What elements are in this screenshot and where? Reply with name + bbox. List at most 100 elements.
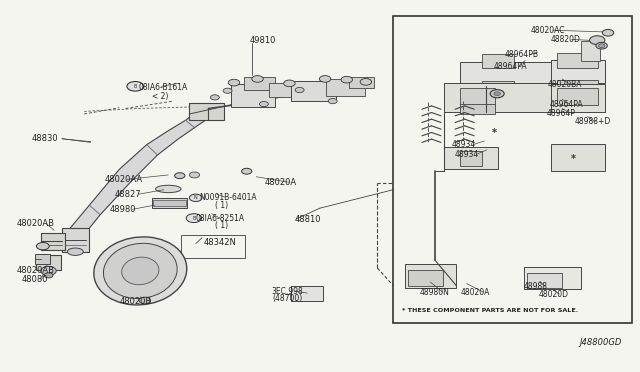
Text: 08IA6-B161A: 08IA6-B161A: [138, 83, 188, 92]
Circle shape: [295, 87, 304, 93]
Bar: [527, 273, 562, 288]
Text: 48080: 48080: [22, 275, 48, 284]
Bar: [460, 62, 559, 86]
Text: N: N: [194, 195, 198, 200]
Circle shape: [44, 273, 53, 278]
Circle shape: [328, 99, 337, 104]
Circle shape: [259, 102, 268, 107]
Bar: [231, 84, 275, 107]
Bar: [405, 263, 456, 288]
Text: 48020AC: 48020AC: [531, 26, 565, 35]
Text: B: B: [134, 84, 137, 89]
Bar: [460, 104, 495, 114]
Text: 48342N: 48342N: [204, 238, 237, 247]
Bar: [152, 198, 187, 208]
Text: < 2): < 2): [152, 92, 168, 101]
Text: ( 1): ( 1): [215, 221, 228, 230]
Bar: [557, 80, 598, 92]
Circle shape: [252, 76, 263, 82]
Text: J48800GD: J48800GD: [579, 339, 621, 347]
Polygon shape: [69, 106, 214, 238]
Circle shape: [589, 36, 605, 45]
Text: B: B: [192, 216, 195, 221]
Bar: [41, 233, 65, 250]
Circle shape: [139, 297, 150, 304]
Bar: [189, 103, 225, 119]
Text: (48700): (48700): [272, 294, 303, 303]
Bar: [408, 270, 443, 286]
Bar: [326, 79, 365, 96]
Bar: [557, 53, 598, 68]
Text: 48964PA: 48964PA: [494, 61, 527, 71]
Circle shape: [189, 194, 202, 202]
Circle shape: [596, 42, 607, 49]
Text: 48980N: 48980N: [420, 288, 450, 297]
Bar: [581, 41, 600, 61]
Circle shape: [211, 95, 220, 100]
Bar: [291, 81, 336, 101]
Text: ( 1): ( 1): [215, 201, 228, 210]
Text: 48980: 48980: [109, 205, 136, 214]
Text: 48020AB: 48020AB: [17, 266, 54, 275]
Text: *: *: [492, 128, 497, 138]
Circle shape: [175, 173, 185, 179]
Circle shape: [602, 29, 614, 36]
Bar: [524, 267, 581, 289]
Circle shape: [598, 44, 605, 48]
Text: * THESE COMPONENT PARTS ARE NOT FOR SALE.: * THESE COMPONENT PARTS ARE NOT FOR SALE…: [401, 308, 578, 313]
Text: 08IA6-8251A: 08IA6-8251A: [196, 214, 245, 222]
Text: 48810: 48810: [294, 215, 321, 224]
Ellipse shape: [104, 243, 177, 298]
Bar: [291, 286, 323, 301]
Bar: [36, 256, 61, 270]
Circle shape: [228, 79, 240, 86]
Bar: [181, 235, 245, 258]
Bar: [269, 83, 304, 97]
Circle shape: [36, 243, 49, 250]
Text: *: *: [570, 154, 575, 164]
Circle shape: [494, 92, 500, 96]
Text: 48820D: 48820D: [550, 35, 580, 44]
Bar: [244, 77, 275, 90]
Bar: [550, 144, 605, 171]
Text: 49810: 49810: [250, 36, 276, 45]
Text: 48020D: 48020D: [539, 290, 568, 299]
Text: 48988: 48988: [524, 282, 548, 291]
Text: 48020A: 48020A: [264, 178, 297, 187]
Text: 48020A: 48020A: [460, 288, 490, 297]
Text: 48020AB: 48020AB: [17, 219, 54, 228]
Circle shape: [284, 80, 295, 87]
Ellipse shape: [67, 248, 83, 256]
Ellipse shape: [122, 257, 159, 285]
Bar: [483, 81, 515, 90]
Ellipse shape: [94, 237, 187, 305]
Circle shape: [490, 90, 504, 98]
Circle shape: [242, 168, 252, 174]
Bar: [394, 16, 632, 323]
Text: N0091B-6401A: N0091B-6401A: [199, 193, 257, 202]
Circle shape: [41, 266, 56, 275]
Circle shape: [223, 88, 232, 93]
Text: 48964PA: 48964PA: [549, 100, 583, 109]
Bar: [460, 88, 495, 105]
Text: 48934: 48934: [451, 140, 476, 149]
Bar: [349, 77, 374, 88]
Bar: [35, 254, 51, 263]
Bar: [444, 83, 552, 112]
Text: 48934: 48934: [455, 150, 479, 159]
Circle shape: [360, 78, 372, 85]
Text: 48020B: 48020B: [119, 297, 152, 306]
Text: 48827: 48827: [115, 190, 141, 199]
Text: 3EC.998: 3EC.998: [271, 287, 303, 296]
Bar: [62, 228, 89, 252]
Ellipse shape: [156, 185, 181, 193]
Text: 48020AA: 48020AA: [104, 175, 143, 184]
Bar: [460, 151, 483, 166]
Circle shape: [186, 214, 202, 222]
Circle shape: [127, 81, 143, 91]
Text: 48020BA: 48020BA: [547, 80, 582, 89]
Text: 48830: 48830: [31, 134, 58, 143]
Bar: [444, 147, 499, 169]
Circle shape: [319, 76, 331, 82]
Bar: [483, 54, 515, 68]
